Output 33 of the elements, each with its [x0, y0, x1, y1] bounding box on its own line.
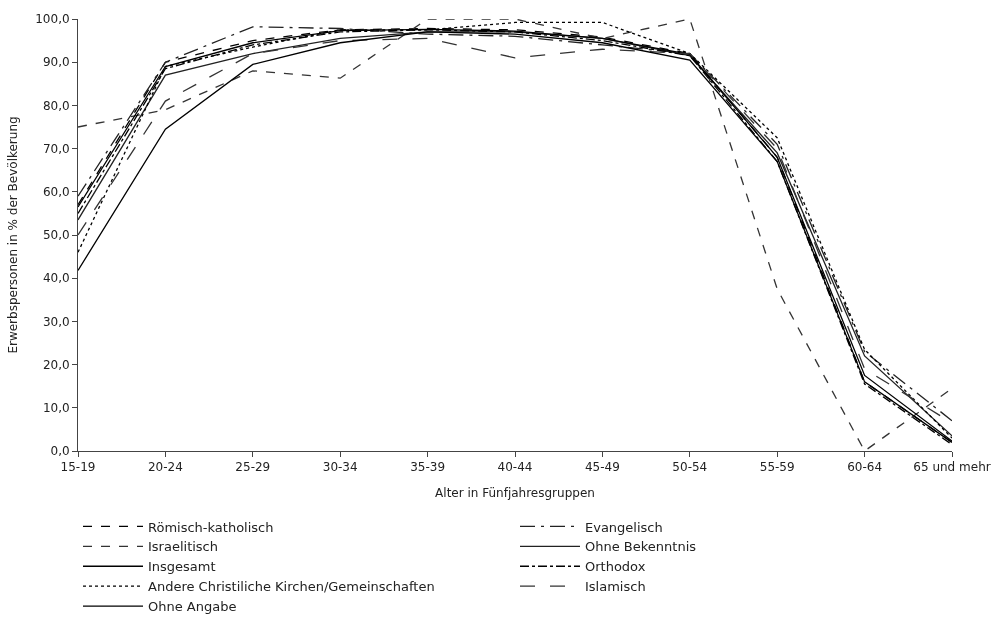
- x-tick-label: 35-39: [410, 460, 446, 475]
- x-axis-title: Alter in Fünfjahresgruppen: [435, 486, 595, 501]
- legend-label: Römisch-katholisch: [148, 519, 274, 535]
- y-tick-label: 100,0: [35, 12, 70, 27]
- legend-label: Islamisch: [585, 579, 646, 595]
- x-tick-label: 55-59: [759, 460, 795, 475]
- x-tick-label: 25-29: [235, 460, 271, 475]
- legend-label: Israelitisch: [148, 539, 219, 555]
- x-tick-label: 50-54: [672, 460, 708, 475]
- x-tick-label: 45-49: [584, 460, 620, 475]
- x-tick-label: 40-44: [497, 460, 533, 475]
- y-tick-label: 10,0: [42, 401, 70, 415]
- legend-label: Andere Christiliche Kirchen/Gemeinschaften: [148, 579, 435, 595]
- y-axis-title: Erwerbspersonen in % der Bevölkerung: [5, 116, 20, 354]
- y-tick-label: 70,0: [42, 141, 70, 156]
- y-tick-label: 20,0: [42, 357, 70, 372]
- legend-label: Insgesamt: [148, 559, 216, 575]
- legend-label: Ohne Bekenntnis: [585, 539, 697, 555]
- x-tick-label: 30-34: [322, 460, 358, 475]
- y-tick-label: 40,0: [42, 271, 70, 286]
- y-tick-label: 60,0: [42, 185, 70, 199]
- y-tick-label: 30,0: [42, 314, 70, 329]
- y-tick-label: 90,0: [42, 55, 70, 70]
- legend-label: Evangelisch: [585, 519, 663, 535]
- legend-label: Orthodox: [585, 559, 646, 575]
- y-tick-label: 0,0: [50, 444, 70, 459]
- y-tick-label: 80,0: [42, 98, 70, 113]
- y-tick-label: 50,0: [42, 228, 70, 243]
- x-tick-label: 65 und mehr: [913, 460, 991, 475]
- x-tick-label: 20-24: [147, 460, 183, 475]
- x-tick-label: 60-64: [847, 460, 883, 475]
- x-tick-label: 15-19: [60, 460, 96, 475]
- legend-label: Ohne Angabe: [148, 599, 237, 615]
